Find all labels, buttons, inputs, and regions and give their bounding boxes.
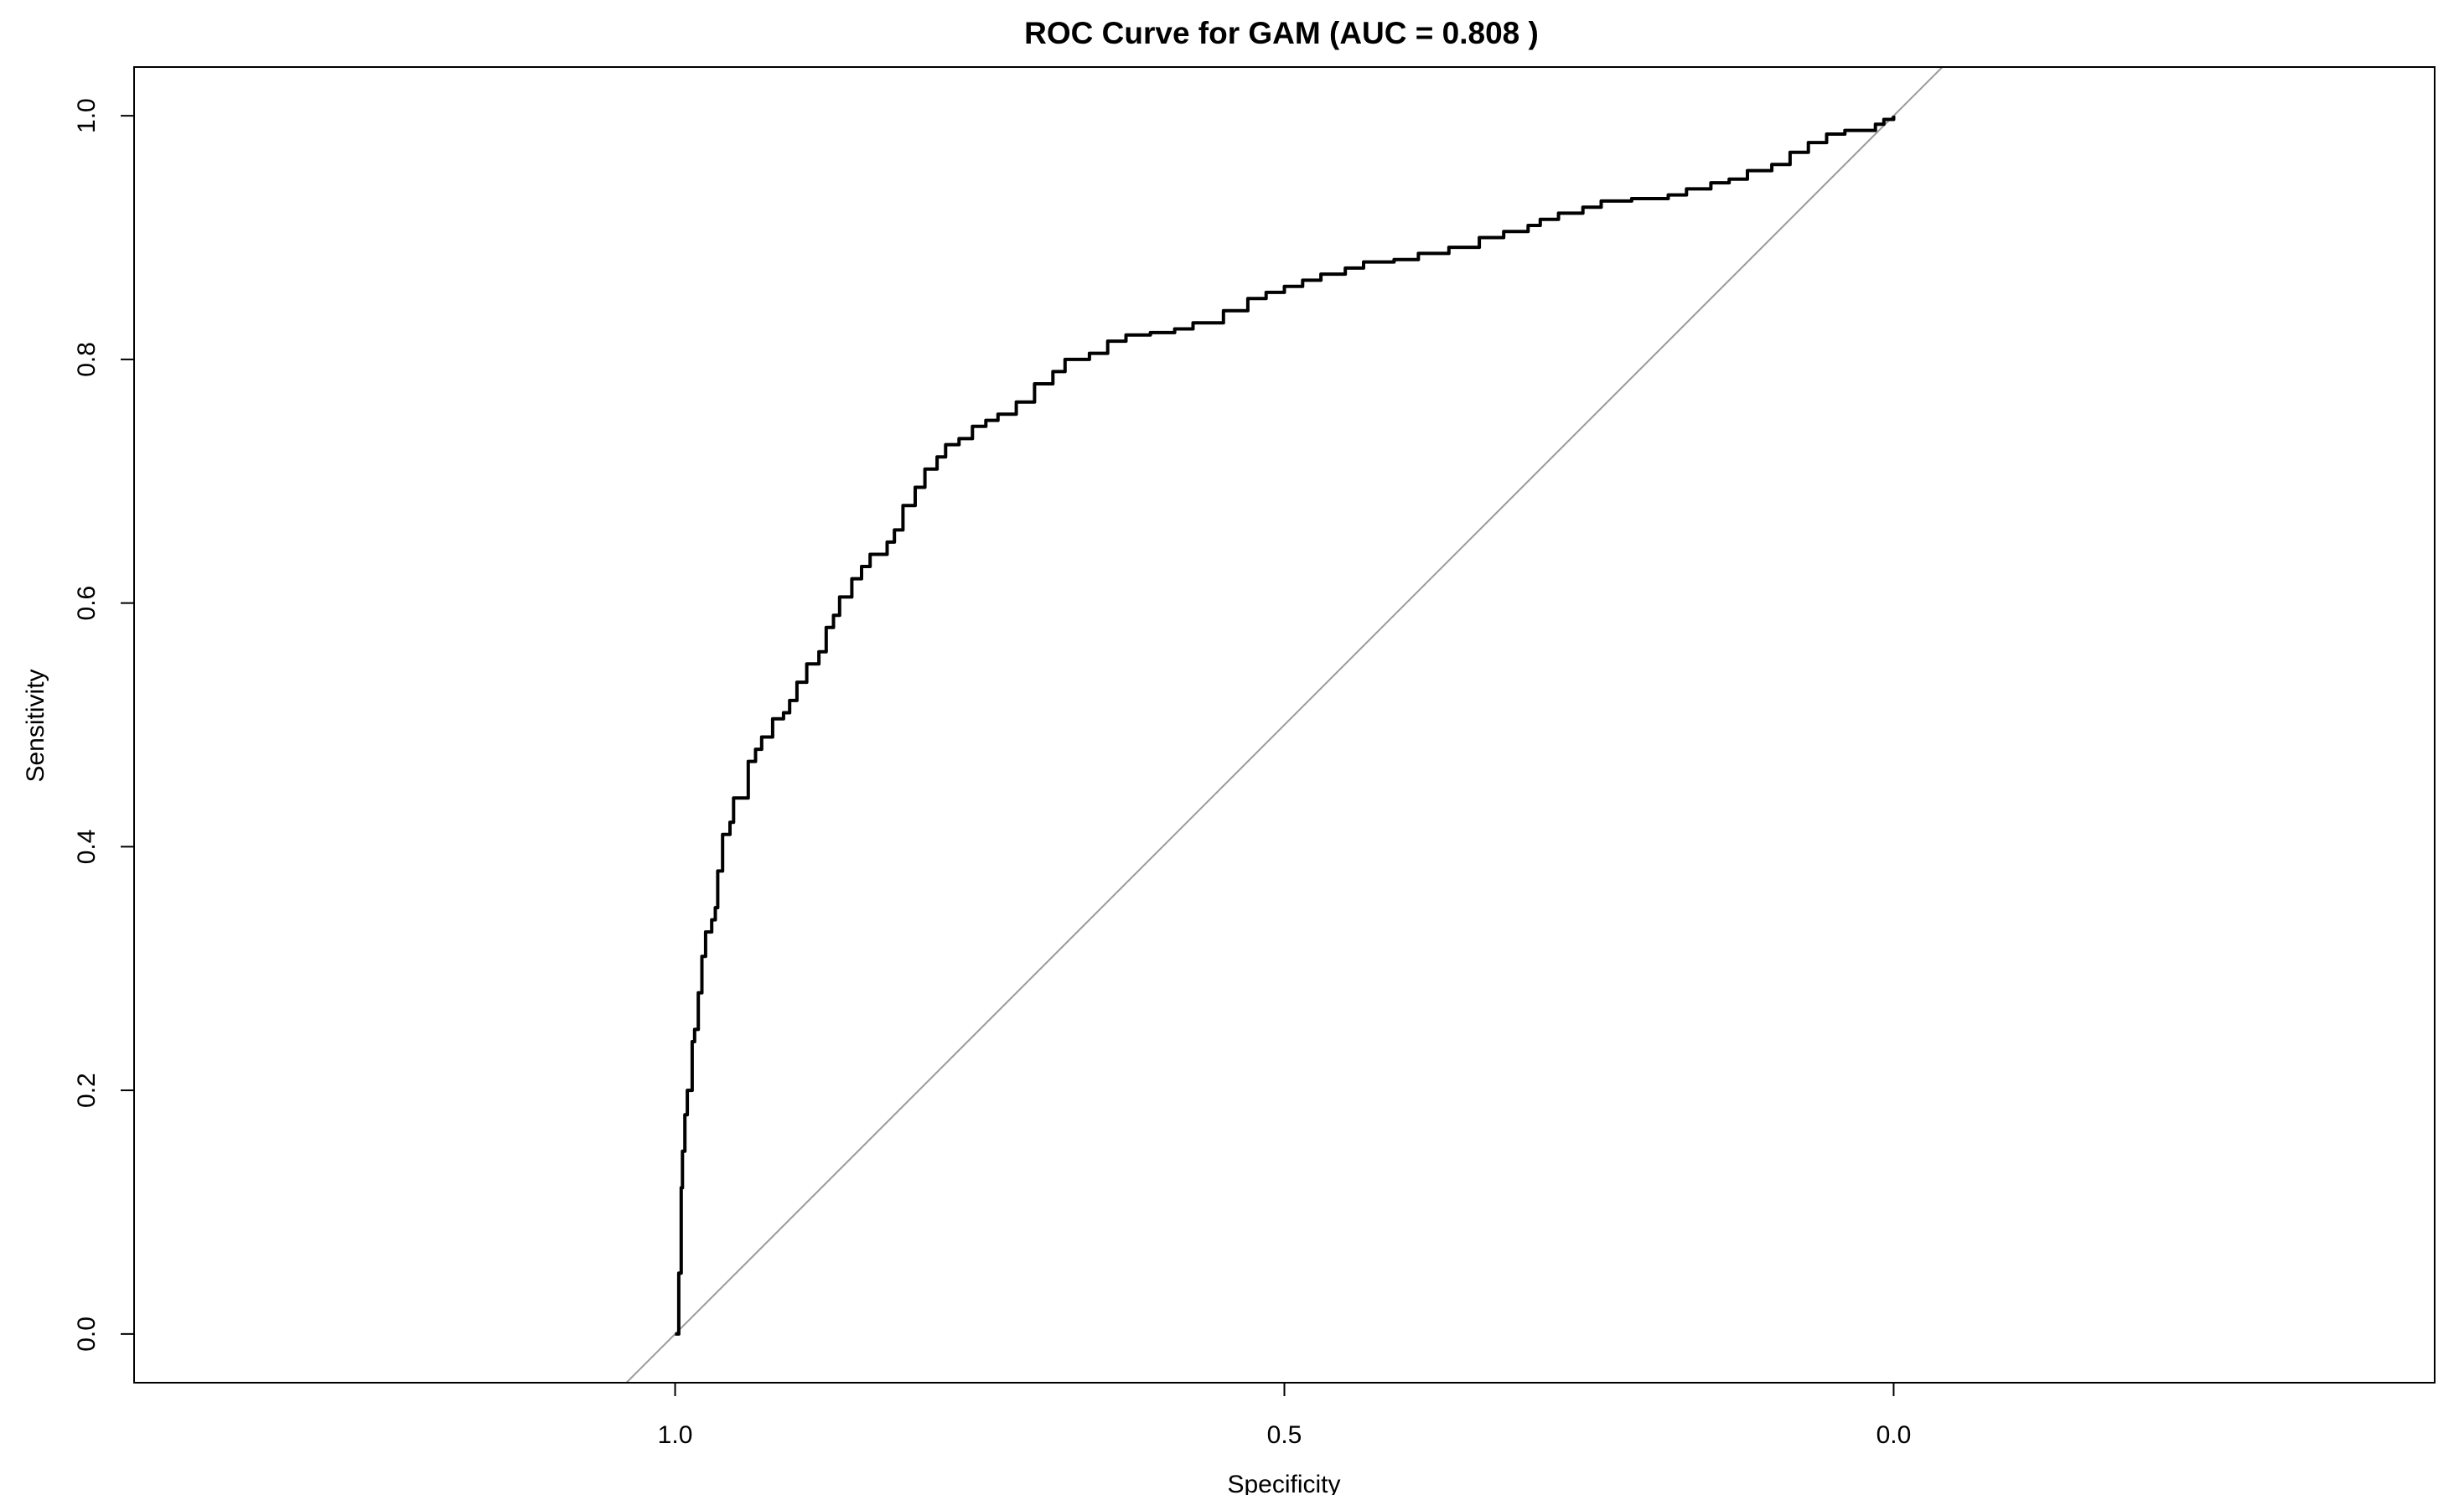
y-tick-label: 0.2: [73, 1073, 101, 1108]
y-axis-label: Sensitivity: [22, 669, 49, 782]
x-axis-label: Specificity: [1227, 1471, 1340, 1495]
y-tick-label: 1.0: [73, 98, 101, 133]
x-tick-label: 0.0: [1876, 1421, 1912, 1449]
roc-curve-line: [675, 116, 1896, 1336]
x-axis: 1.0 0.5 0.0: [658, 1382, 1912, 1449]
y-tick-label: 0.6: [73, 586, 101, 621]
chart-title: ROC Curve for GAM (AUC = 0.808 ): [1024, 16, 1539, 50]
y-axis: 0.0 0.2 0.4 0.6 0.8 1.0: [73, 98, 135, 1352]
reference-diagonal-line: [625, 66, 1944, 1384]
x-tick-label: 1.0: [658, 1421, 693, 1449]
y-tick-label: 0.8: [73, 342, 101, 377]
roc-curve-layer: [675, 116, 1896, 1336]
x-tick-label: 0.5: [1267, 1421, 1302, 1449]
reference-line-layer: [625, 66, 1944, 1384]
y-tick-label: 0.4: [73, 830, 101, 865]
y-tick-label: 0.0: [73, 1317, 101, 1352]
